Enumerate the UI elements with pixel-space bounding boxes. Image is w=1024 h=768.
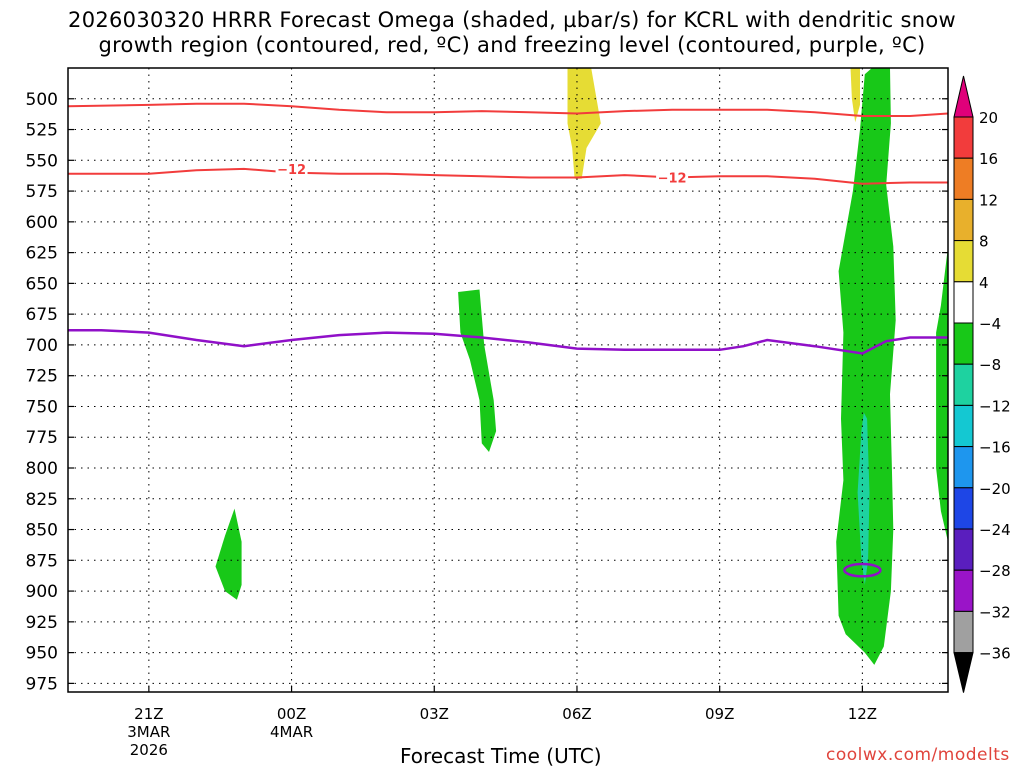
colorbar-label-2: 12 — [979, 191, 998, 209]
colorbar-label-6: −8 — [979, 356, 1001, 374]
y-axis: 500 525 550 575 600 625 650 675 700 725 750 775 800 8… — [26, 90, 948, 694]
colorbar-segment-1 — [953, 157, 974, 200]
y-tick-label-725: 725 — [26, 367, 58, 387]
y-tick-label-500: 500 — [26, 90, 58, 110]
omega-region-0 — [567, 68, 601, 179]
plot-area: −12 −12 — [67, 67, 949, 693]
source-credit: coolwx.com/modelts — [826, 745, 1010, 765]
x-axis-label: Forecast Time (UTC) — [400, 744, 602, 768]
x-tick-label-09Z: 09Z — [705, 705, 734, 723]
omega-region-4 — [836, 68, 896, 665]
y-tick-label-925: 925 — [26, 613, 58, 633]
colorbar-segment-11 — [953, 569, 974, 612]
colorbar-segment-3 — [953, 240, 974, 283]
colorbar-label-7: −12 — [979, 397, 1011, 415]
x-tick-label-12Z: 12Z — [848, 705, 877, 723]
dgz-label-bg-0 — [275, 160, 308, 176]
y-tick-label-700: 700 — [26, 336, 58, 356]
y-tick-label-625: 625 — [26, 244, 58, 264]
omega-region-5 — [857, 412, 870, 585]
omega-region-2 — [458, 289, 497, 452]
chart-title-line2: growth region (contoured, red, ºC) and f… — [98, 33, 926, 57]
colorbar-label-13: −36 — [979, 645, 1011, 663]
y-tick-label-800: 800 — [26, 459, 58, 479]
colorbar-label-3: 8 — [979, 233, 989, 251]
y-tick-label-525: 525 — [26, 121, 58, 141]
y-tick-label-575: 575 — [26, 182, 58, 202]
y-tick-label-550: 550 — [26, 151, 58, 171]
dgz-line-1 — [68, 167, 948, 185]
x-tick-sublabel-21Z-0: 3MAR — [127, 723, 170, 741]
plot-content: −12 −12 — [68, 68, 948, 692]
y-tick-label-875: 875 — [26, 551, 58, 571]
chart-title-line1: 2026030320 HRRR Forecast Omega (shaded, … — [68, 8, 956, 32]
colorbar-label-0: 20 — [979, 109, 998, 127]
omega-region-3 — [215, 508, 242, 600]
omega-region-6 — [936, 246, 948, 542]
colorbar-segment-4 — [953, 281, 974, 324]
y-tick-label-850: 850 — [26, 521, 58, 541]
dgz-line-0 — [68, 102, 948, 117]
plot-frame — [67, 67, 949, 693]
dgz-label-0: −12 — [277, 163, 306, 178]
colorbar-label-11: −28 — [979, 562, 1011, 580]
colorbar-label-5: −4 — [979, 315, 1001, 333]
colorbar-segment-12 — [953, 610, 974, 654]
freezing-level-line — [68, 328, 948, 355]
colorbar-segment-9 — [953, 487, 974, 530]
x-tick-label-21Z: 21Z — [134, 705, 163, 723]
colorbar-segment-8 — [953, 446, 974, 489]
colorbar-label-9: −20 — [979, 480, 1011, 498]
colorbar-segment-6 — [953, 363, 974, 406]
y-tick-label-750: 750 — [26, 397, 58, 417]
dgz-label-1: −12 — [658, 172, 687, 187]
x-tick-label-03Z: 03Z — [420, 705, 449, 723]
colorbar-segment-5 — [953, 322, 974, 365]
colorbar-label-8: −16 — [979, 439, 1011, 457]
x-tick-label-06Z: 06Z — [562, 705, 591, 723]
y-tick-label-825: 825 — [26, 490, 58, 510]
colorbar-segment-0 — [953, 116, 974, 159]
x-tick-sublabel-21Z-1: 2026 — [130, 741, 168, 759]
colorbar-bottom-arrow — [953, 652, 974, 693]
y-tick-label-900: 900 — [26, 582, 58, 602]
y-tick-label-650: 650 — [26, 274, 58, 294]
y-tick-label-950: 950 — [26, 644, 58, 664]
omega-region-1 — [850, 68, 860, 123]
colorbar-segment-7 — [953, 404, 974, 448]
colorbar-top-arrow — [953, 75, 974, 118]
colorbar-label-4: 4 — [979, 274, 989, 292]
colorbar: 20 16 12 8 4 −4 −8 −12 −16 −20 −24 −28 −32 −36 — [953, 75, 1011, 693]
colorbar-label-10: −24 — [979, 521, 1011, 539]
colorbar-segment-10 — [953, 528, 974, 571]
freezing-level-loop — [843, 562, 882, 578]
x-tick-label-00Z: 00Z — [277, 705, 306, 723]
dgz-label-bg-1 — [656, 169, 689, 185]
colorbar-label-12: −32 — [979, 603, 1011, 621]
y-tick-label-600: 600 — [26, 213, 58, 233]
x-tick-sublabel-00Z-0: 4MAR — [270, 723, 313, 741]
colorbar-label-1: 16 — [979, 150, 998, 168]
colorbar-segment-2 — [953, 198, 974, 242]
y-tick-label-975: 975 — [26, 674, 58, 694]
y-tick-label-775: 775 — [26, 428, 58, 448]
y-tick-label-675: 675 — [26, 305, 58, 325]
